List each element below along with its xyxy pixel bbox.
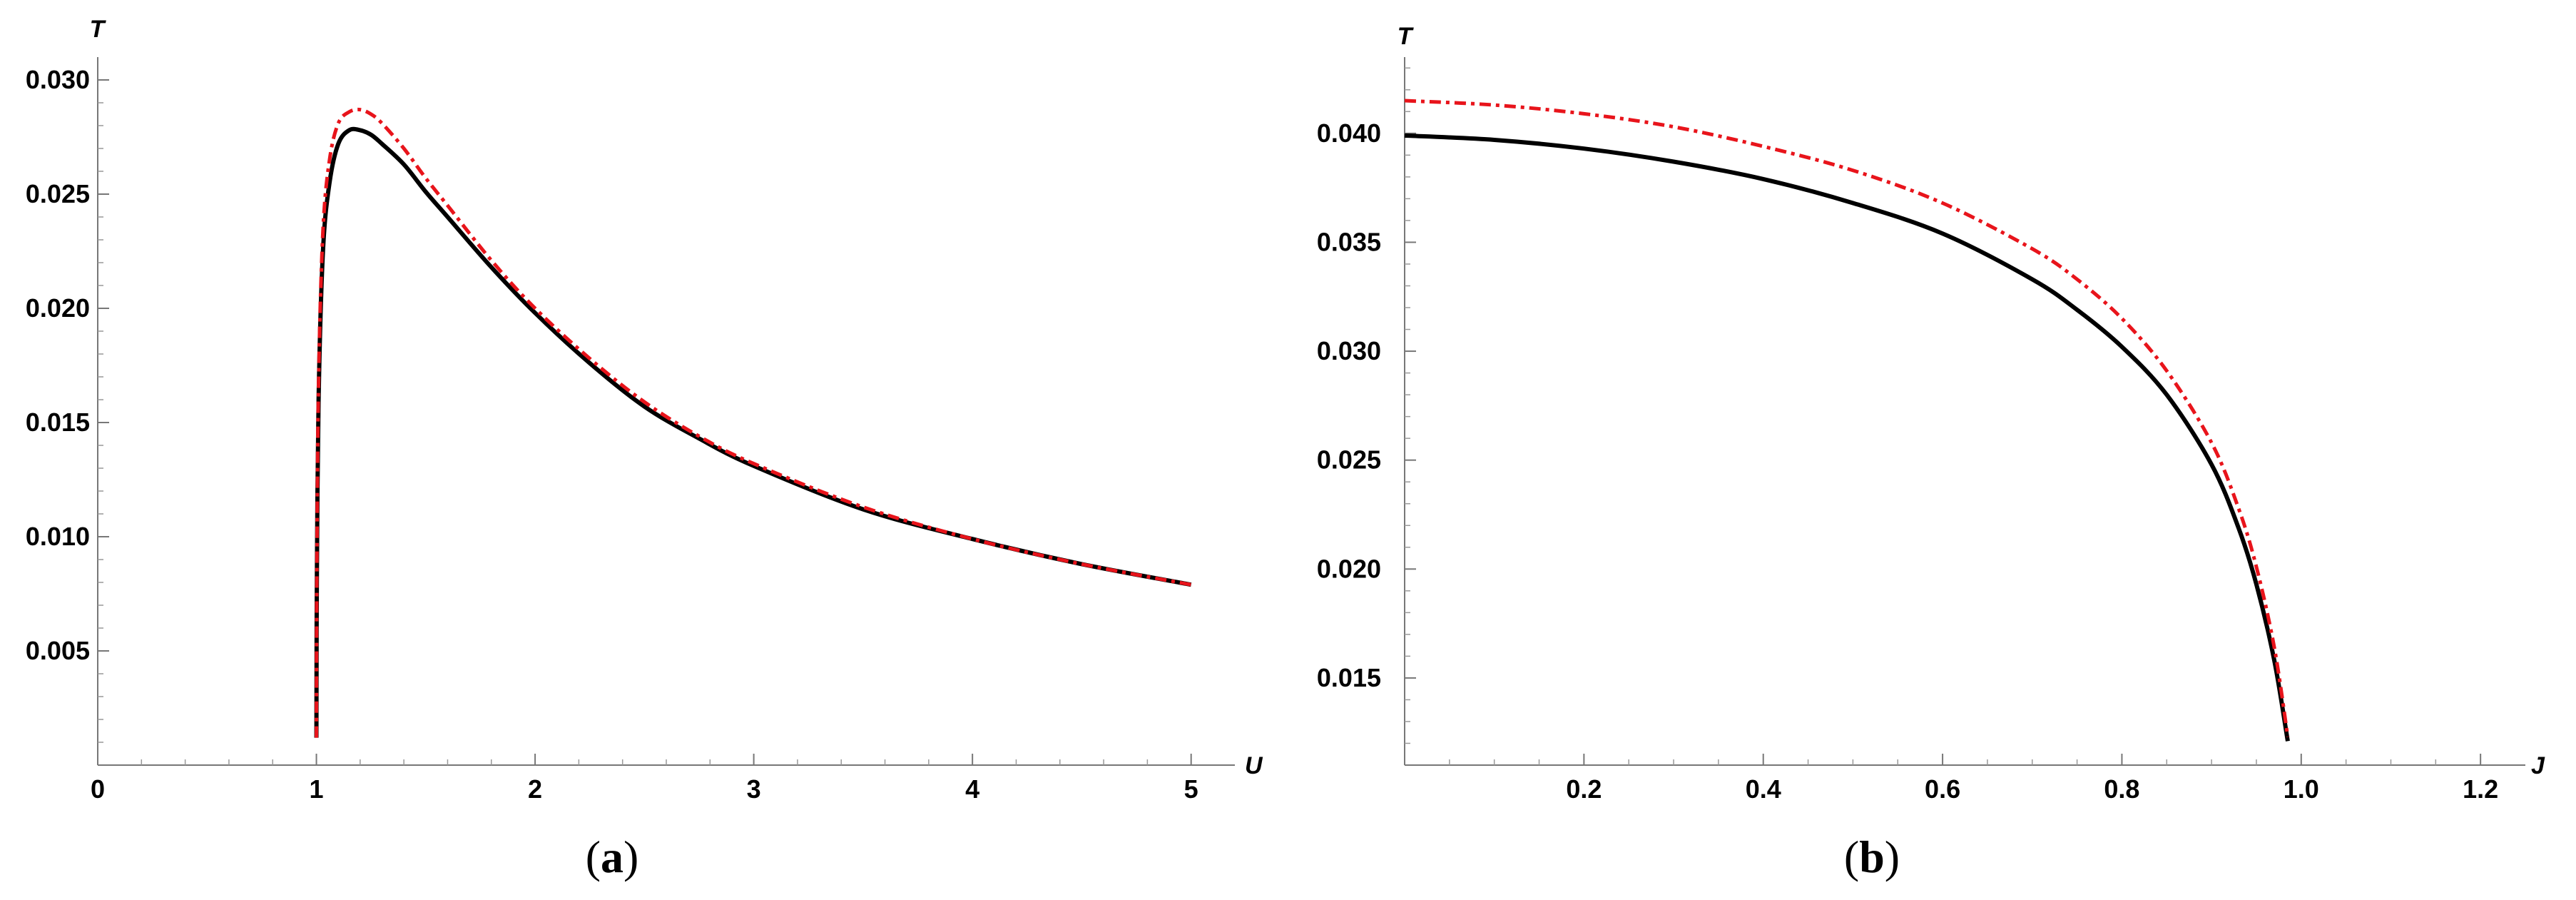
x-axis-label: U	[1245, 752, 1263, 779]
y-tick-label: 0.030	[26, 65, 90, 94]
x-tick-label: 0.8	[2104, 774, 2139, 804]
series-line-black-solid	[314, 126, 1192, 738]
series-line-red-dashdot	[1404, 98, 2290, 737]
panel-a-caption: (a)	[586, 831, 639, 882]
y-tick-label: 0.025	[26, 179, 90, 208]
y-tick-label: 0.025	[1317, 445, 1381, 475]
x-tick-label: 5	[1184, 774, 1198, 804]
series-line-black-solid	[1404, 133, 2290, 742]
y-axis-label: T	[1398, 23, 1415, 50]
y-tick-label: 0.020	[26, 293, 90, 323]
series-line-red-dashdot	[315, 107, 1192, 738]
y-tick-label: 0.040	[1317, 118, 1381, 148]
y-tick-label: 0.020	[1317, 554, 1381, 583]
panel-a-chart: 0 1 2 3 4 5 0.005 0.010 0.015 0.020 0.025 0.030 U T	[26, 16, 1263, 804]
y-tick-label: 0.005	[26, 636, 90, 665]
y-tick-label: 0.035	[1317, 227, 1381, 256]
x-tick-label: 3	[747, 774, 761, 804]
y-tick-label: 0.010	[26, 522, 90, 551]
x-tick-label: 1.2	[2463, 774, 2498, 804]
y-axis-label: T	[90, 16, 107, 43]
x-tick-label: 1	[310, 774, 324, 804]
y-tick-label: 0.030	[1317, 336, 1381, 365]
panel-b-chart: 0.2 0.4 0.6 0.8 1.0 1.2 0.015 0.020 0.025 0.030 0.…	[1317, 23, 2545, 804]
x-axis-label: J	[2531, 752, 2545, 779]
x-tick-label: 1.0	[2284, 774, 2319, 804]
x-tick-label: 0.6	[1925, 774, 1960, 804]
x-tick-label: 0.4	[1746, 774, 1781, 804]
x-tick-label: 4	[965, 774, 979, 804]
y-tick-label: 0.015	[26, 408, 90, 437]
x-tick-label: 2	[528, 774, 542, 804]
x-tick-label: 0	[91, 774, 105, 804]
panel-b-caption: (b)	[1844, 831, 1900, 882]
y-tick-label: 0.015	[1317, 663, 1381, 692]
x-tick-label: 0.2	[1566, 774, 1602, 804]
